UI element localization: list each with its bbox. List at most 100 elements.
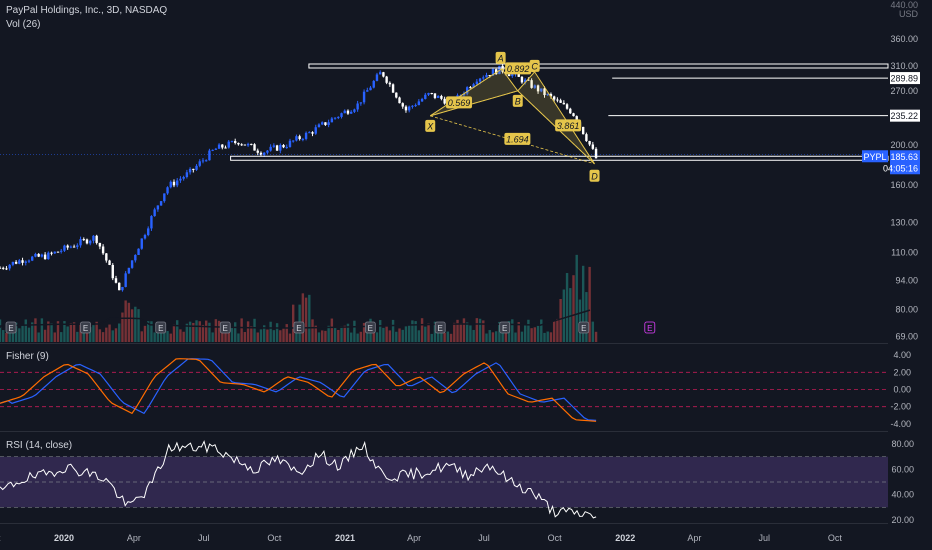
price-axis-tick: 130.00 bbox=[890, 217, 918, 227]
candle-body bbox=[127, 267, 131, 274]
volume-bar bbox=[478, 318, 482, 342]
point-c-label-text: C bbox=[531, 61, 538, 71]
volume-label: Vol (26) bbox=[6, 19, 41, 30]
volume-bar bbox=[114, 328, 118, 342]
candle-body bbox=[565, 104, 569, 109]
point-b-label-bg bbox=[512, 94, 523, 107]
volume-bar bbox=[420, 318, 424, 342]
candle-body bbox=[153, 209, 156, 217]
candlesticks bbox=[0, 64, 598, 292]
volume-bar bbox=[337, 330, 340, 342]
volume-bar bbox=[359, 331, 363, 342]
volume-bar bbox=[465, 322, 469, 342]
candle-body bbox=[443, 98, 446, 104]
candle-body bbox=[433, 93, 437, 98]
volume-bar bbox=[266, 329, 269, 342]
candle-body bbox=[507, 74, 511, 77]
candle-body bbox=[224, 147, 227, 149]
time-axis-label: Apr bbox=[127, 533, 141, 543]
volume-bar bbox=[330, 318, 334, 342]
candle-body bbox=[478, 78, 482, 82]
ratio-ac-label-bg bbox=[505, 62, 532, 75]
volume-bar bbox=[143, 325, 147, 342]
candle-body bbox=[485, 75, 488, 78]
candle-body bbox=[156, 205, 160, 210]
volume-bar bbox=[459, 323, 462, 342]
volume-bar bbox=[24, 319, 27, 342]
volume-bar bbox=[205, 320, 208, 342]
candle-body bbox=[288, 140, 292, 147]
volume-bar bbox=[156, 329, 160, 342]
volume-bar bbox=[262, 325, 266, 342]
volume-bar bbox=[578, 299, 582, 342]
candle-body bbox=[240, 144, 243, 146]
volume-bar bbox=[556, 318, 559, 342]
volume-bar bbox=[340, 326, 343, 342]
level-1-tag-text: 289.89 bbox=[890, 74, 918, 84]
harmonic-pattern[interactable]: X A B C D 0.569 0.892 3.861 1.694 bbox=[425, 51, 600, 182]
candle-body bbox=[372, 80, 375, 88]
price-axis-tick: 80.00 bbox=[895, 305, 918, 315]
volume-bar bbox=[192, 322, 195, 342]
price-axis-tick: 94.00 bbox=[895, 276, 918, 286]
volume-bar bbox=[124, 300, 127, 342]
volume-bar bbox=[498, 321, 501, 342]
volume-bar bbox=[527, 319, 530, 342]
volume-bar bbox=[279, 330, 282, 342]
volume-bar bbox=[311, 319, 314, 342]
volume-bar bbox=[108, 324, 111, 342]
symbol-title[interactable]: PayPal Holdings, Inc., 3D, NASDAQ bbox=[6, 5, 168, 16]
candle-body bbox=[356, 103, 359, 110]
level-1-tag-bg bbox=[890, 72, 920, 85]
volume-bar bbox=[540, 319, 543, 342]
volume-bar bbox=[588, 266, 591, 342]
earnings-letter: E bbox=[438, 324, 443, 333]
candle-body bbox=[540, 88, 543, 92]
level-2-tag-bg bbox=[890, 109, 920, 122]
volume-bar bbox=[430, 333, 433, 342]
ratio-bd-label-text: 3.861 bbox=[557, 121, 580, 131]
candle-body bbox=[285, 146, 288, 148]
candle-body bbox=[594, 148, 598, 159]
volume-bar bbox=[591, 321, 595, 342]
ratio-xd-label-bg bbox=[504, 132, 531, 145]
candle-body bbox=[430, 93, 433, 95]
volume-bar bbox=[304, 297, 308, 342]
earnings-marker: E bbox=[434, 321, 446, 334]
volume-bar bbox=[275, 323, 279, 342]
volume-bar bbox=[585, 292, 588, 342]
pattern-xab bbox=[429, 68, 519, 117]
candle-body bbox=[140, 238, 143, 249]
volume-bar bbox=[79, 323, 82, 342]
time-axis-label: 2021 bbox=[335, 533, 355, 543]
last-price-bg bbox=[890, 150, 920, 175]
volume-bar bbox=[53, 332, 56, 342]
volume-bar bbox=[314, 325, 317, 342]
volume-bar bbox=[324, 330, 327, 342]
volume-bar bbox=[356, 333, 359, 342]
candle-body bbox=[407, 106, 411, 111]
candle-body bbox=[95, 235, 98, 243]
candle-body bbox=[543, 88, 546, 96]
ratio-xb-label-text: 0.569 bbox=[448, 98, 471, 108]
volume-bar bbox=[575, 254, 578, 342]
candle-body bbox=[253, 144, 256, 151]
candle-body bbox=[272, 145, 276, 147]
volume-bar bbox=[552, 320, 556, 342]
time-axis-label: Oct bbox=[267, 533, 282, 543]
candle-body bbox=[353, 109, 356, 112]
earnings-marker: E bbox=[293, 321, 305, 334]
volume-bar bbox=[137, 309, 140, 342]
point-x-label-bg bbox=[425, 119, 436, 132]
volume-bar bbox=[594, 331, 598, 342]
candle-body bbox=[440, 95, 443, 99]
candle-body bbox=[266, 150, 269, 153]
earnings-badge bbox=[155, 321, 167, 334]
pattern-bcd bbox=[517, 71, 595, 165]
volume-bar bbox=[92, 325, 95, 342]
volume-bar bbox=[43, 329, 47, 342]
earnings-marker: E bbox=[499, 321, 511, 334]
fisher-axis-tick: -2.00 bbox=[890, 402, 911, 412]
candle-body bbox=[388, 82, 392, 85]
